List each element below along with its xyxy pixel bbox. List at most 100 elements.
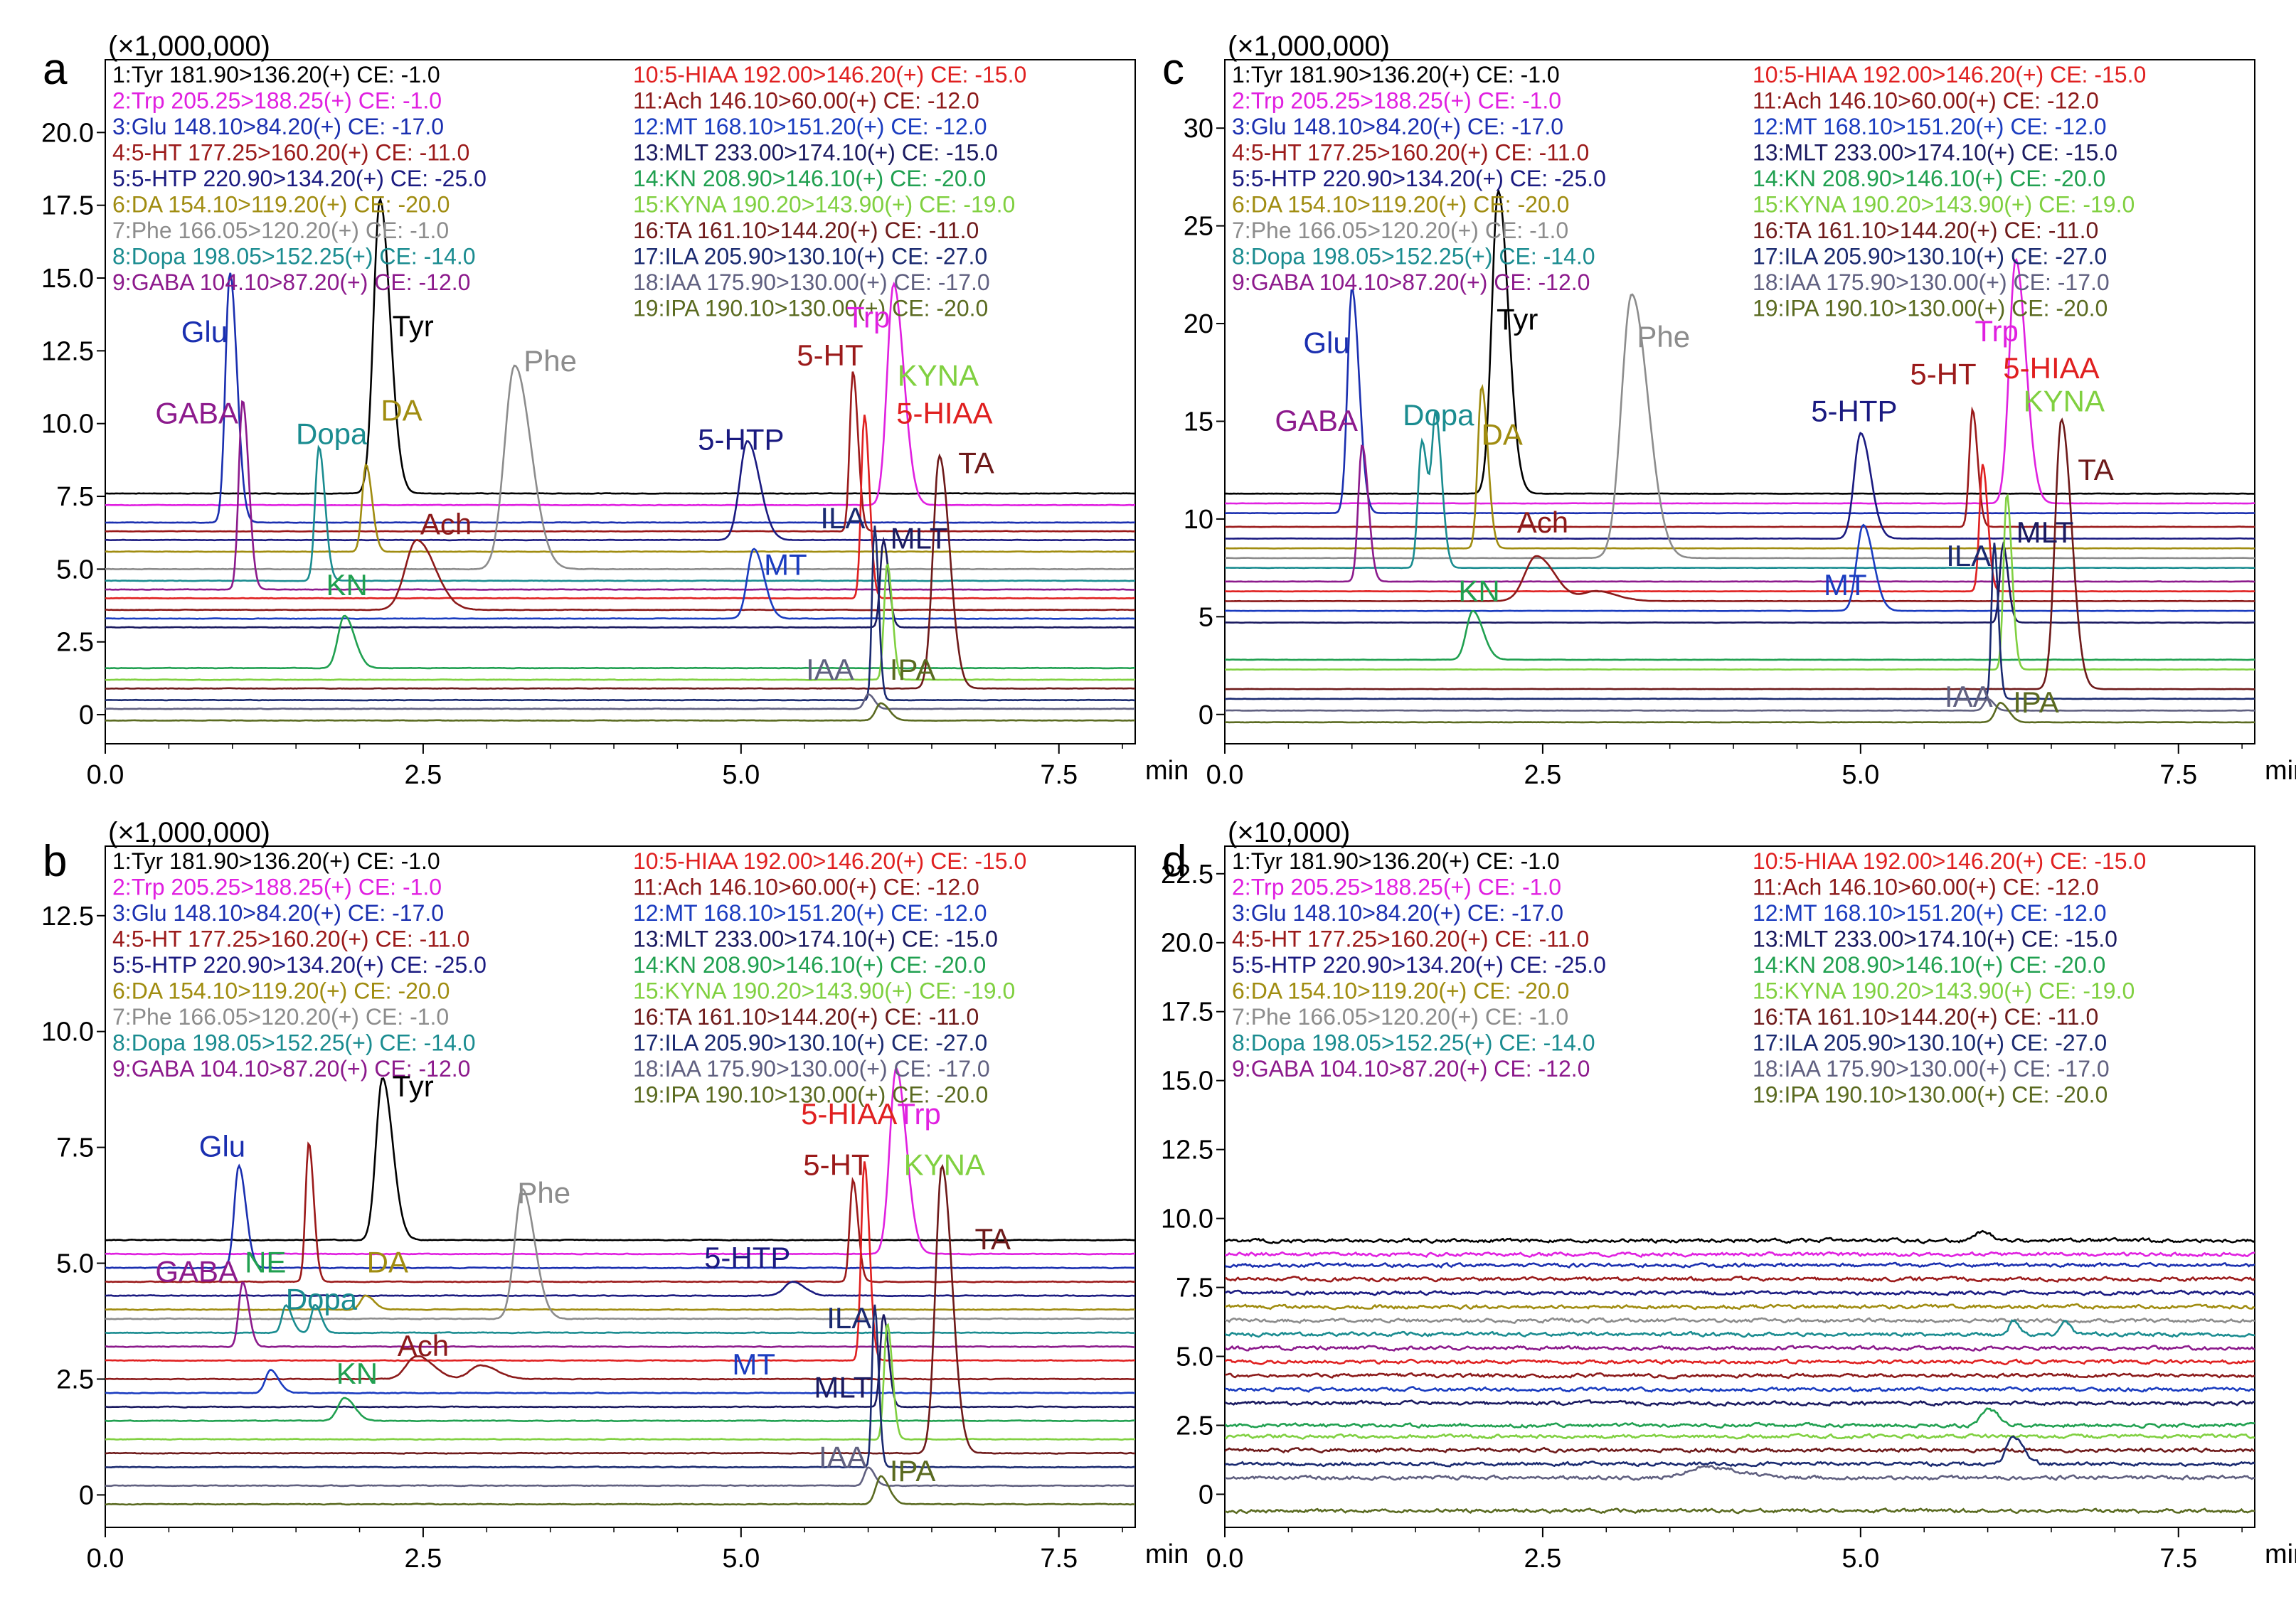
peak-label: Tyr — [392, 1069, 433, 1103]
legend-entry: 6:DA 154.10>119.20(+) CE: -20.0 — [112, 192, 450, 218]
legend-entry: 14:KN 208.90>146.10(+) CE: -20.0 — [1753, 952, 2105, 978]
trace-iaa — [105, 1466, 1135, 1488]
trace-trp — [1225, 1251, 2255, 1259]
peak-label: MT — [764, 548, 807, 582]
y-tick-label: 7.5 — [56, 482, 94, 512]
legend-entry: 3:Glu 148.10>84.20(+) CE: -17.0 — [112, 900, 444, 926]
trace-kn — [1225, 609, 2255, 661]
trace-ipa — [105, 702, 1135, 722]
peak-label: 5-HT — [803, 1148, 869, 1182]
panels-layer: a (×1,000,000) 0.0 2.5 5.0 7.5 min 0 2.5 5.0 7.5 10… — [41, 31, 2296, 1574]
peak-label: NE — [245, 1246, 286, 1279]
trace-ipa — [105, 1475, 1135, 1506]
legend-entry: 2:Trp 205.25>188.25(+) CE: -1.0 — [1232, 875, 1561, 900]
peak-label: IAA — [806, 653, 854, 686]
trace-5-ht — [1225, 1275, 2255, 1283]
trace-gaba — [105, 400, 1135, 591]
trace-ach — [1225, 1372, 2255, 1379]
legend-entry: 7:Phe 166.05>120.20(+) CE: -1.0 — [112, 1004, 449, 1030]
panel-a: a (×1,000,000) 0.0 2.5 5.0 7.5 min 0 2.5 5.0 7.5 10… — [41, 31, 1189, 790]
trace-dopa — [1225, 1319, 2255, 1338]
legend-entry: 11:Ach 146.10>60.00(+) CE: -12.0 — [633, 88, 979, 114]
y-tick-label: 22.5 — [1161, 860, 1213, 890]
trace-dopa — [105, 1304, 1135, 1335]
trace-iaa — [1225, 1465, 2255, 1481]
peak-label: Ach — [398, 1329, 449, 1362]
plot-frame — [105, 845, 1136, 1528]
peak-label: Dopa — [286, 1283, 358, 1316]
traces — [105, 1067, 1135, 1506]
trace-kyna — [1225, 1433, 2255, 1440]
peak-label: ILA — [1946, 539, 1991, 572]
peak-label: Dopa — [296, 417, 368, 450]
peak-label: IPA — [890, 653, 936, 686]
legend-entry: 19:IPA 190.10>130.00(+) CE: -20.0 — [1753, 1082, 2108, 1108]
x-tick-label: 5.0 — [1841, 1544, 1879, 1574]
peak-label: 5-HIAA — [896, 397, 992, 430]
x-tick-label: 2.5 — [1524, 760, 1561, 790]
peak-label: Ach — [420, 507, 472, 540]
y-tick-label: 2.5 — [56, 1365, 94, 1394]
trace-mt — [105, 548, 1135, 620]
trace-iaa — [1225, 698, 2255, 712]
trace-gaba — [1225, 444, 2255, 583]
peak-label: Phe — [523, 344, 577, 378]
legend-entry: 12:MT 168.10>151.20(+) CE: -12.0 — [633, 900, 987, 926]
y-tick-label: 2.5 — [56, 628, 94, 658]
peak-label: KYNA — [898, 358, 979, 392]
legend-entry: 8:Dopa 198.05>152.25(+) CE: -14.0 — [112, 1030, 476, 1056]
scale-label: (×1,000,000) — [108, 31, 270, 62]
x-tick-label: 2.5 — [404, 760, 442, 790]
legend-entry: 2:Trp 205.25>188.25(+) CE: -1.0 — [112, 88, 442, 114]
legend-entry: 5:5-HTP 220.90>134.20(+) CE: -25.0 — [1232, 166, 1606, 191]
trace-mt — [1225, 523, 2255, 612]
trace-tyr — [105, 196, 1135, 495]
trace-dopa — [1225, 411, 2255, 570]
y-tick-label: 25 — [1184, 212, 1213, 242]
x-tick-label: 5.0 — [1841, 760, 1879, 790]
legend-entry: 16:TA 161.10>144.20(+) CE: -11.0 — [633, 1004, 979, 1030]
trace-5-htp — [1225, 1289, 2255, 1297]
y-tick-label: 17.5 — [41, 191, 94, 221]
legend-entry: 14:KN 208.90>146.10(+) CE: -20.0 — [633, 166, 986, 191]
legend-entry: 10:5-HIAA 192.00>146.20(+) CE: -15.0 — [1753, 848, 2146, 874]
peak-label: ILA — [827, 1301, 871, 1335]
legend-entry: 6:DA 154.10>119.20(+) CE: -20.0 — [1232, 192, 1569, 218]
trace-kn — [105, 1397, 1135, 1423]
y-tick-label: 12.5 — [1161, 1136, 1213, 1165]
y-tick-label: 12.5 — [41, 336, 94, 366]
legend-entry: 19:IPA 190.10>130.00(+) CE: -20.0 — [1753, 296, 2108, 321]
trace-mlt — [105, 536, 1135, 629]
peak-label: IPA — [2013, 685, 2059, 719]
y-tick-label: 2.5 — [1176, 1411, 1213, 1441]
peak-label: KN — [326, 568, 367, 602]
peak-label: 5-HTP — [698, 423, 784, 457]
y-tick-label: 12.5 — [41, 902, 94, 931]
legend-entry: 4:5-HT 177.25>160.20(+) CE: -11.0 — [112, 927, 469, 952]
peak-label: TA — [2078, 453, 2114, 486]
legend-entry: 14:KN 208.90>146.10(+) CE: -20.0 — [633, 952, 986, 978]
panel-label: b — [43, 837, 67, 886]
peak-label: MT — [732, 1347, 775, 1381]
trace-ta — [105, 453, 1135, 690]
legend-entry: 14:KN 208.90>146.10(+) CE: -20.0 — [1753, 166, 2105, 191]
legend-entry: 9:GABA 104.10>87.20(+) CE: -12.0 — [112, 1056, 470, 1082]
legend-entry: 9:GABA 104.10>87.20(+) CE: -12.0 — [1232, 269, 1590, 295]
trace-tyr — [105, 1077, 1135, 1242]
legend-entry: 5:5-HTP 220.90>134.20(+) CE: -25.0 — [112, 952, 487, 978]
scale-label: (×1,000,000) — [108, 817, 270, 848]
legend-entry: 7:Phe 166.05>120.20(+) CE: -1.0 — [1232, 1004, 1568, 1030]
legend-entry: 18:IAA 175.90>130.00(+) CE: -17.0 — [633, 1056, 990, 1082]
legend-entry: 11:Ach 146.10>60.00(+) CE: -12.0 — [1753, 875, 2099, 900]
trace-phe — [1225, 293, 2255, 560]
legend-entry: 13:MLT 233.00>174.10(+) CE: -15.0 — [633, 927, 998, 952]
y-tick-label: 15.0 — [1161, 1067, 1213, 1096]
legend-entry: 6:DA 154.10>119.20(+) CE: -20.0 — [112, 978, 450, 1004]
trace-ach — [105, 1355, 1135, 1381]
x-tick-label: 7.5 — [1040, 760, 1078, 790]
legend-entry: 12:MT 168.10>151.20(+) CE: -12.0 — [633, 114, 987, 139]
trace-phe — [105, 1188, 1135, 1320]
x-unit-label: min — [2265, 756, 2296, 786]
trace-gaba — [1225, 1345, 2255, 1352]
trace-5-ht — [105, 1141, 1135, 1283]
